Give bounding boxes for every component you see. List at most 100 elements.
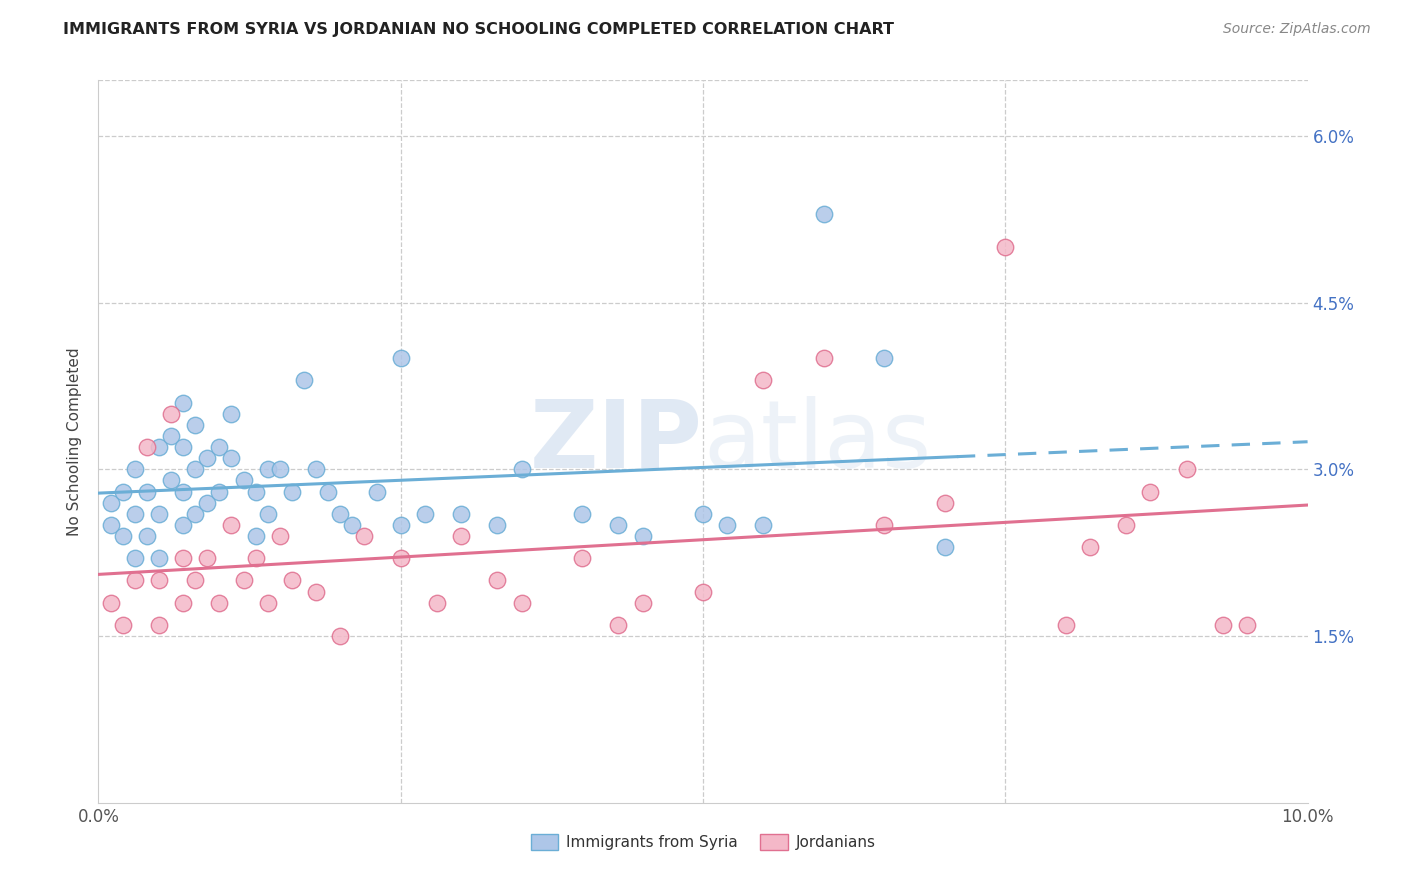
Point: [366, 484, 388, 499]
Point: [631, 529, 654, 543]
Point: [195, 496, 218, 510]
Point: [510, 462, 533, 476]
Point: [172, 395, 194, 409]
Point: [208, 596, 231, 610]
Point: [208, 440, 231, 454]
Point: [184, 507, 207, 521]
Point: [752, 373, 775, 387]
Point: [172, 551, 194, 566]
Point: [353, 529, 375, 543]
Legend: Immigrants from Syria, Jordanians: Immigrants from Syria, Jordanians: [524, 828, 882, 856]
Point: [256, 596, 278, 610]
Point: [607, 618, 630, 632]
Point: [873, 351, 896, 366]
Point: [486, 517, 509, 532]
Point: [1236, 618, 1258, 632]
Point: [124, 551, 146, 566]
Point: [281, 574, 304, 588]
Point: [342, 517, 364, 532]
Point: [389, 517, 412, 532]
Point: [135, 529, 157, 543]
Point: [184, 462, 207, 476]
Point: [486, 574, 509, 588]
Text: Source: ZipAtlas.com: Source: ZipAtlas.com: [1223, 22, 1371, 37]
Point: [934, 540, 956, 554]
Point: [873, 517, 896, 532]
Point: [221, 517, 243, 532]
Point: [172, 596, 194, 610]
Point: [232, 474, 254, 488]
Point: [1212, 618, 1234, 632]
Point: [571, 507, 593, 521]
Y-axis label: No Schooling Completed: No Schooling Completed: [67, 347, 83, 536]
Point: [1115, 517, 1137, 532]
Point: [208, 484, 231, 499]
Point: [148, 507, 170, 521]
Point: [160, 407, 183, 421]
Point: [813, 351, 835, 366]
Point: [607, 517, 630, 532]
Point: [160, 429, 183, 443]
Point: [245, 529, 267, 543]
Point: [172, 517, 194, 532]
Point: [256, 462, 278, 476]
Point: [389, 551, 412, 566]
Text: atlas: atlas: [703, 395, 931, 488]
Point: [692, 507, 714, 521]
Point: [281, 484, 304, 499]
Point: [305, 462, 328, 476]
Point: [111, 484, 134, 499]
Point: [450, 529, 472, 543]
Point: [716, 517, 738, 532]
Point: [752, 517, 775, 532]
Point: [934, 496, 956, 510]
Point: [148, 618, 170, 632]
Point: [124, 574, 146, 588]
Point: [329, 507, 352, 521]
Point: [571, 551, 593, 566]
Point: [100, 517, 122, 532]
Point: [221, 407, 243, 421]
Point: [1054, 618, 1077, 632]
Point: [994, 240, 1017, 254]
Point: [184, 574, 207, 588]
Point: [111, 618, 134, 632]
Point: [195, 551, 218, 566]
Text: IMMIGRANTS FROM SYRIA VS JORDANIAN NO SCHOOLING COMPLETED CORRELATION CHART: IMMIGRANTS FROM SYRIA VS JORDANIAN NO SC…: [63, 22, 894, 37]
Point: [124, 462, 146, 476]
Point: [813, 207, 835, 221]
Point: [184, 417, 207, 432]
Point: [1175, 462, 1198, 476]
Point: [160, 474, 183, 488]
Text: ZIP: ZIP: [530, 395, 703, 488]
Point: [389, 351, 412, 366]
Point: [692, 584, 714, 599]
Point: [316, 484, 339, 499]
Point: [329, 629, 352, 643]
Point: [135, 484, 157, 499]
Point: [269, 462, 291, 476]
Point: [172, 440, 194, 454]
Point: [245, 551, 267, 566]
Point: [269, 529, 291, 543]
Point: [245, 484, 267, 499]
Point: [195, 451, 218, 466]
Point: [256, 507, 278, 521]
Point: [148, 574, 170, 588]
Point: [124, 507, 146, 521]
Point: [413, 507, 436, 521]
Point: [111, 529, 134, 543]
Point: [631, 596, 654, 610]
Point: [1078, 540, 1101, 554]
Point: [100, 496, 122, 510]
Point: [1139, 484, 1161, 499]
Point: [305, 584, 328, 599]
Point: [172, 484, 194, 499]
Point: [510, 596, 533, 610]
Point: [135, 440, 157, 454]
Point: [426, 596, 449, 610]
Point: [221, 451, 243, 466]
Point: [450, 507, 472, 521]
Point: [232, 574, 254, 588]
Point: [148, 551, 170, 566]
